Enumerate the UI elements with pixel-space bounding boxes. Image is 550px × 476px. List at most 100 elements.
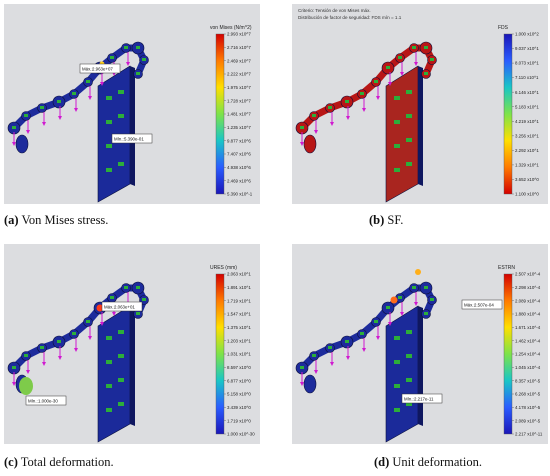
strain-hotspot [390, 296, 398, 304]
legend-tick-label: 2.217 x10^-11 [515, 432, 543, 437]
load-arrow-head [12, 382, 16, 386]
model-group [295, 269, 437, 443]
legend-tick-label: 2.222 x10^7 [227, 72, 251, 77]
caption-d-text: Unit deformation. [392, 455, 482, 469]
post-fixture-marker [406, 162, 412, 166]
legend-tick-label: 1.045 x10^-4 [515, 365, 541, 370]
fixture-marker [398, 56, 402, 59]
legend-tick-label: 1.203 x10^1 [227, 338, 251, 343]
legend-tick-label: 5.158 x10^0 [227, 392, 251, 397]
post-fixture-marker [118, 90, 124, 94]
legend-tick-label: 4.178 x10^-5 [515, 405, 541, 410]
load-arrow-head [362, 108, 366, 112]
load-arrows [300, 292, 418, 386]
load-arrow-head [58, 116, 62, 120]
color-legend: von Mises (N/m^2)2.993 x10^7 2.716 x10^7 2… [210, 25, 253, 197]
caption-a-letter: (a) [4, 213, 19, 227]
robot-arm [7, 41, 149, 154]
legend-tick-label: 1.235 x10^7 [227, 125, 251, 130]
fixture-marker [328, 346, 332, 349]
fixture-marker [374, 80, 378, 83]
callout-box: Mín.: 5.390e-01 [111, 133, 153, 144]
post-fixture-marker [406, 402, 412, 406]
post-fixture-marker [406, 114, 412, 118]
post-front-face [385, 305, 419, 443]
post-fixture-marker [406, 90, 412, 94]
post-fixture-marker [118, 114, 124, 118]
fixture-marker [124, 286, 128, 289]
legend-tick-label: 6.877 x10^0 [227, 378, 251, 383]
load-arrow-head [346, 356, 350, 360]
legend-tick-label: 1.671 x10^-4 [515, 325, 541, 330]
post-fixture-marker [106, 336, 112, 340]
strain-hotspot [415, 269, 421, 275]
post-fixture-marker [406, 378, 412, 382]
load-arrow-head [74, 348, 78, 352]
post-fixture-marker [118, 330, 124, 334]
legend-tick-label: 2.993 x10^7 [227, 32, 251, 37]
post-fixture-marker [394, 144, 400, 148]
load-arrow-head [346, 116, 350, 120]
fixture-marker [412, 46, 416, 49]
fixture-marker [24, 354, 28, 357]
legend-tick-label: 2.298 x10^-4 [515, 285, 541, 290]
fixture-marker [360, 332, 364, 335]
load-arrow-head [362, 348, 366, 352]
fixture-marker [24, 114, 28, 117]
legend-tick-label: 1.031 x10^1 [227, 352, 251, 357]
base-disk [15, 134, 29, 154]
legend-tick-label: 1.462 x10^-4 [515, 338, 541, 343]
callout-background [111, 133, 153, 144]
panel-total-deformation: URES (mm) 2.063 x10^1 1.891 x10^1 1.719 x10… [4, 244, 260, 444]
post-fixture-marker [106, 120, 112, 124]
legend-tick-label: 1.000 x10^-30 [227, 432, 255, 437]
legend-tick-label: 2.469 x10^6 [227, 178, 251, 183]
load-arrow-head [400, 72, 404, 76]
post-front-face [385, 65, 419, 203]
legend-tick-label: 6.268 x10^-5 [515, 392, 541, 397]
fixture-marker [12, 366, 16, 369]
legend-tick-label: 6.146 x10^1 [515, 90, 539, 95]
post-front-face [97, 305, 131, 443]
callout-value: 5.390e-01 [124, 136, 144, 141]
callout-label: Mín.: [28, 398, 38, 403]
legend-colorbar [215, 273, 225, 435]
legend-tick-label: 1.719 x10^0 [227, 418, 251, 423]
load-arrow-head [314, 130, 318, 134]
legend-tick-label: 1.329 x10^1 [515, 163, 539, 168]
callout-box: Mín.: 1.000e-30 [25, 395, 67, 406]
legend-tick-label: 1.375 x10^1 [227, 325, 251, 330]
post-fixture-marker [406, 330, 412, 334]
caption-c: (c) Total deformation. [4, 455, 114, 470]
post-fixture-marker [406, 354, 412, 358]
fixture-marker [345, 100, 349, 103]
legend-tick-label: 4.219 x10^1 [515, 119, 539, 124]
post-side-face [130, 306, 135, 426]
legend-title: ESTRN [498, 265, 515, 271]
fixture-marker [86, 320, 90, 323]
legend-title: FDS [498, 25, 509, 31]
model-group [295, 41, 437, 203]
callout-label: Mín.: [114, 136, 124, 141]
load-arrow-head [376, 336, 380, 340]
panel-safety-factor: Criterio: Tensión de von Mises máx. Distr… [292, 4, 548, 204]
fixture-marker [360, 92, 364, 95]
caption-a-text: Von Mises stress. [21, 213, 109, 227]
load-arrow-head [100, 82, 104, 86]
load-arrow-head [388, 322, 392, 326]
legend-tick-label: 2.716 x10^7 [227, 45, 251, 50]
fixture-marker [40, 106, 44, 109]
callout-background [79, 63, 121, 74]
fixture-marker [424, 286, 428, 289]
fixture-marker [412, 286, 416, 289]
plot-header-line: Distribución de factor de seguridad: FDS… [298, 15, 402, 20]
callout-label: Máx.: [104, 304, 115, 309]
callout-box: Mín.: 2.217e-11 [401, 393, 443, 404]
post-fixture-marker [106, 168, 112, 172]
load-arrows [12, 52, 130, 146]
caption-b-text: SF. [387, 213, 404, 227]
fixture-marker [312, 114, 316, 117]
legend-tick-label: 1.100 x10^0 [515, 192, 539, 197]
load-arrow-head [58, 356, 62, 360]
